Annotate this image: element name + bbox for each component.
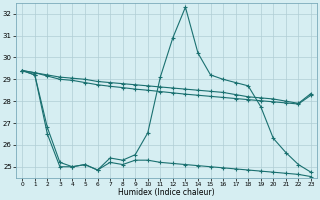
X-axis label: Humidex (Indice chaleur): Humidex (Indice chaleur) (118, 188, 215, 197)
